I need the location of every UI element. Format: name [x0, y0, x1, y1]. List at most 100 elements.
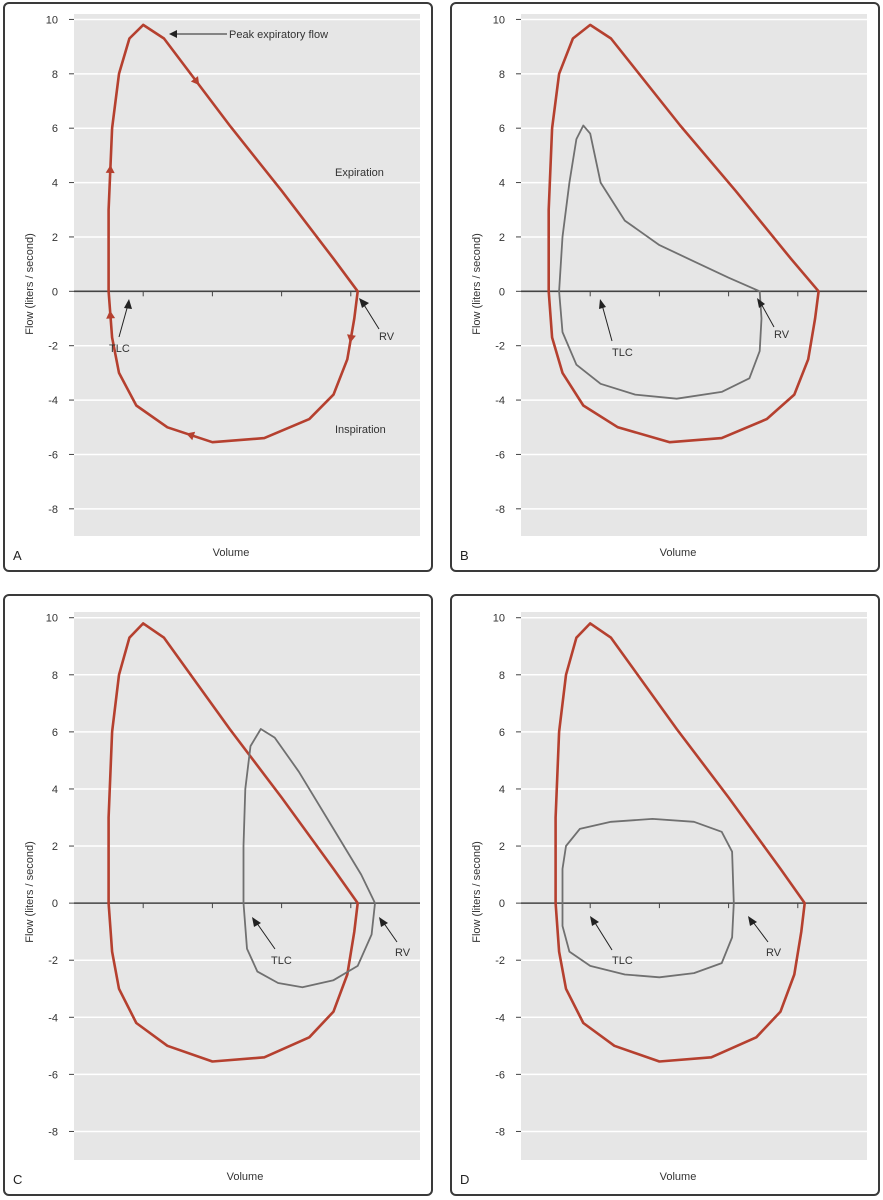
abnormal-flow-volume-loop: [242, 728, 376, 989]
y-tick-label: -4: [48, 395, 58, 407]
y-tick-label: -2: [48, 341, 58, 353]
rv-arrowhead: [748, 916, 757, 926]
y-tick-label: 4: [52, 784, 58, 796]
flow-direction-arrow: [186, 431, 196, 441]
panel-c: 10 8 6 4 2 0 -2 -4 -6 -8 Flow (liters / second) V…: [3, 594, 433, 1196]
x-axis-label: Volume: [213, 547, 250, 559]
y-tick-label: 0: [52, 286, 58, 298]
chart-a-svg: 10 8 6 4 2 0 -2 -4 -6 -8 Flow (liters / second) V…: [13, 14, 420, 563]
y-tick-label: -6: [495, 449, 505, 461]
rv-label: RV: [395, 947, 411, 959]
rv-arrowhead: [757, 298, 765, 308]
tlc-arrowhead: [252, 917, 261, 927]
y-tick-label: -2: [495, 341, 505, 353]
y-tick-label: 8: [499, 69, 505, 81]
tlc-label: TLC: [612, 955, 633, 967]
pef-arrowhead: [169, 30, 177, 38]
tlc-label: TLC: [612, 347, 633, 359]
loops: [105, 23, 360, 444]
y-tick-label: -8: [48, 1126, 58, 1138]
y-tick-label: -6: [495, 1069, 505, 1081]
gridlines: [521, 18, 867, 510]
loops: [107, 622, 376, 1063]
y-tick-label: 6: [52, 123, 58, 135]
panel-d: 10 8 6 4 2 0 -2 -4 -6 -8 Flow (liters / second) V…: [450, 594, 880, 1196]
panel-letter: B: [460, 548, 469, 563]
y-tick-label: 8: [52, 670, 58, 682]
chart-b-svg: 10 8 6 4 2 0 -2 -4 -6 -8 Flow (liters / second) V…: [460, 14, 867, 563]
y-ticks: 10 8 6 4 2 0 -2 -4 -6 -8: [46, 613, 74, 1138]
y-tick-label: 6: [499, 123, 505, 135]
y-tick-label: 0: [499, 898, 505, 910]
y-axis-label: Flow (liters / second): [24, 233, 36, 334]
chart-c-svg: 10 8 6 4 2 0 -2 -4 -6 -8 Flow (liters / second) V…: [13, 612, 420, 1187]
tlc-arrowhead: [599, 299, 606, 309]
y-tick-label: -4: [495, 395, 505, 407]
loops: [554, 622, 807, 1063]
x-ticks: [589, 903, 799, 909]
expiration-label: Expiration: [335, 167, 384, 179]
y-axis-label: Flow (liters / second): [24, 841, 36, 942]
plot-area: [74, 612, 420, 1160]
y-tick-label: -4: [495, 1012, 505, 1024]
panel-a: 10 8 6 4 2 0 -2 -4 -6 -8 Flow (liters / second) V…: [3, 2, 433, 572]
y-tick-label: 0: [499, 286, 505, 298]
abnormal-flow-volume-loop: [561, 817, 735, 979]
y-axis-label: Flow (liters / second): [471, 233, 483, 334]
panel-letter: A: [13, 548, 22, 563]
y-tick-label: -6: [48, 449, 58, 461]
y-tick-label: 10: [493, 14, 505, 26]
gridlines: [521, 616, 867, 1133]
y-tick-label: 4: [499, 784, 505, 796]
y-tick-label: 6: [499, 727, 505, 739]
normal-flow-volume-loop: [107, 622, 360, 1063]
y-tick-label: -8: [495, 504, 505, 516]
y-tick-label: 2: [52, 841, 58, 853]
y-tick-label: 2: [499, 841, 505, 853]
y-tick-label: 6: [52, 727, 58, 739]
panel-letter: D: [460, 1172, 469, 1187]
inspiration-label: Inspiration: [335, 424, 386, 436]
rv-arrowhead: [379, 917, 388, 927]
y-tick-label: -4: [48, 1012, 58, 1024]
normal-flow-volume-loop: [547, 23, 820, 444]
flow-direction-arrow: [105, 164, 115, 174]
x-ticks: [142, 291, 352, 297]
y-tick-label: -8: [48, 504, 58, 516]
y-tick-label: 0: [52, 898, 58, 910]
x-axis-label: Volume: [227, 1171, 264, 1183]
y-tick-label: 2: [52, 232, 58, 244]
plot-area: [74, 14, 420, 536]
tlc-label: TLC: [271, 955, 292, 967]
y-ticks: 10 8 6 4 2 0 -2 -4 -6 -8: [493, 14, 521, 516]
y-tick-label: 4: [52, 178, 58, 190]
abnormal-flow-volume-loop: [558, 124, 763, 400]
y-tick-label: 10: [46, 14, 58, 26]
tlc-label: TLC: [109, 343, 130, 355]
panel-letter: C: [13, 1172, 22, 1187]
normal-flow-volume-loop: [107, 23, 360, 444]
y-tick-label: 10: [46, 613, 58, 625]
y-tick-label: 8: [499, 670, 505, 682]
tlc-arrowhead: [590, 916, 599, 926]
x-axis-label: Volume: [660, 1171, 697, 1183]
y-tick-label: 8: [52, 69, 58, 81]
plot-area: [521, 612, 867, 1160]
y-tick-label: -8: [495, 1126, 505, 1138]
panel-b: 10 8 6 4 2 0 -2 -4 -6 -8 Flow (liters / second) V…: [450, 2, 880, 572]
rv-arrowhead: [359, 298, 369, 308]
tlc-arrowhead: [124, 299, 132, 309]
y-tick-label: -2: [48, 955, 58, 967]
flow-direction-arrow: [190, 76, 200, 86]
flow-direction-arrow: [347, 334, 356, 343]
pef-label: Peak expiratory flow: [229, 29, 328, 41]
x-axis-label: Volume: [660, 547, 697, 559]
chart-d-svg: 10 8 6 4 2 0 -2 -4 -6 -8 Flow (liters / second) V…: [460, 612, 867, 1187]
gridlines: [74, 18, 420, 510]
y-tick-label: -6: [48, 1069, 58, 1081]
y-axis-label: Flow (liters / second): [471, 841, 483, 942]
y-ticks: 10 8 6 4 2 0 -2 -4 -6 -8: [493, 613, 521, 1138]
normal-flow-volume-loop: [554, 622, 807, 1063]
plot-area: [521, 14, 867, 536]
gridlines: [74, 616, 420, 1133]
